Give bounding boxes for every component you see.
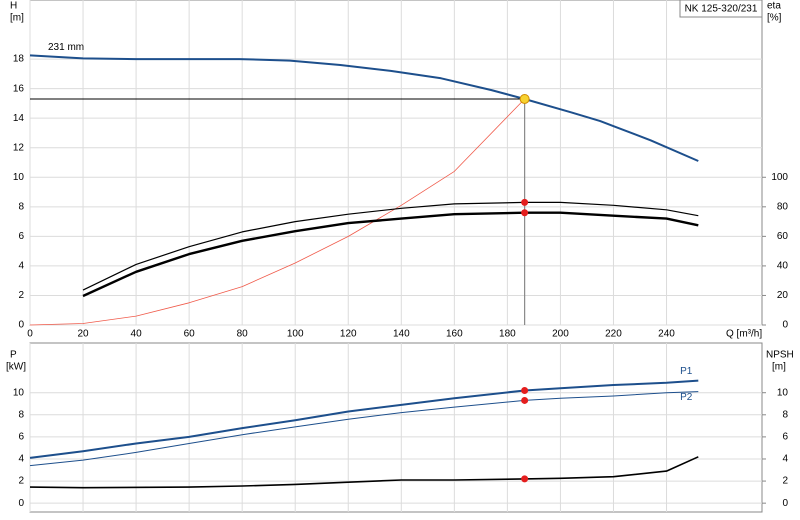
y-tick-label: 4 — [18, 261, 24, 272]
curve — [82, 201, 699, 291]
y2-label: eta — [767, 1, 781, 12]
duty-dot — [521, 475, 529, 483]
duty-point — [519, 93, 530, 104]
y-tick-label: 10 — [13, 387, 25, 398]
curve — [82, 211, 699, 298]
y2-tick-label: 60 — [777, 231, 789, 242]
x-tick-label: 220 — [605, 329, 622, 340]
y2-tick-label: 6 — [782, 432, 788, 443]
y-label: H — [10, 1, 17, 12]
y2-unit: [m] — [772, 362, 786, 373]
x-tick-label: 180 — [499, 329, 516, 340]
y-tick-label: 4 — [18, 454, 24, 465]
series-label: P1 — [680, 366, 693, 377]
curve — [29, 98, 525, 326]
x-tick-label: 0 — [27, 329, 33, 340]
y-label: P — [10, 350, 17, 361]
y-tick-label: 8 — [18, 409, 24, 420]
y2-tick-label: 40 — [777, 261, 789, 272]
x-label: Q [m³/h] — [726, 329, 762, 340]
curve — [29, 391, 699, 467]
y-tick-label: 16 — [13, 83, 25, 94]
y-tick-label: 6 — [18, 432, 24, 443]
y2-label: NPSH — [766, 350, 794, 361]
y-tick-label: 10 — [13, 172, 25, 183]
x-tick-label: 140 — [393, 329, 410, 340]
y-tick-label: 14 — [13, 113, 25, 124]
duty-dot — [521, 386, 529, 394]
y-tick-label: 8 — [18, 201, 24, 212]
curve — [29, 379, 699, 459]
y-tick-label: 18 — [13, 54, 25, 65]
y-unit: [kW] — [6, 362, 26, 373]
x-tick-label: 80 — [237, 329, 249, 340]
curve — [29, 456, 699, 489]
chart-title: NK 125-320/231 — [685, 4, 758, 15]
y-tick-label: 12 — [13, 142, 25, 153]
x-tick-label: 240 — [658, 329, 675, 340]
x-tick-label: 200 — [552, 329, 569, 340]
x-tick-label: 100 — [287, 329, 304, 340]
y2-tick-label: 0 — [782, 320, 788, 331]
y2-tick-label: 20 — [777, 290, 789, 301]
x-tick-label: 120 — [340, 329, 357, 340]
x-tick-label: 40 — [131, 329, 143, 340]
y-unit: [m] — [10, 13, 24, 24]
y-tick-label: 0 — [18, 498, 24, 509]
title-box — [679, 0, 763, 18]
y2-tick-label: 4 — [782, 454, 788, 465]
curve — [29, 54, 699, 162]
y-tick-label: 2 — [18, 476, 24, 487]
x-tick-label: 20 — [77, 329, 89, 340]
duty-dot — [521, 396, 529, 404]
y-tick-label: 0 — [18, 320, 24, 331]
x-tick-label: 60 — [184, 329, 196, 340]
duty-dot — [521, 209, 529, 217]
y2-tick-label: 2 — [782, 476, 788, 487]
y-tick-label: 6 — [18, 231, 24, 242]
y-tick-label: 2 — [18, 290, 24, 301]
y2-tick-label: 10 — [777, 387, 789, 398]
y2-unit: [%] — [767, 13, 782, 24]
series-label: 231 mm — [48, 42, 84, 53]
duty-dot — [521, 198, 529, 206]
y2-tick-label: 8 — [782, 409, 788, 420]
y2-tick-label: 100 — [771, 172, 788, 183]
series-label: P2 — [680, 392, 693, 403]
y2-tick-label: 0 — [782, 498, 788, 509]
x-tick-label: 160 — [446, 329, 463, 340]
y2-tick-label: 80 — [777, 201, 789, 212]
